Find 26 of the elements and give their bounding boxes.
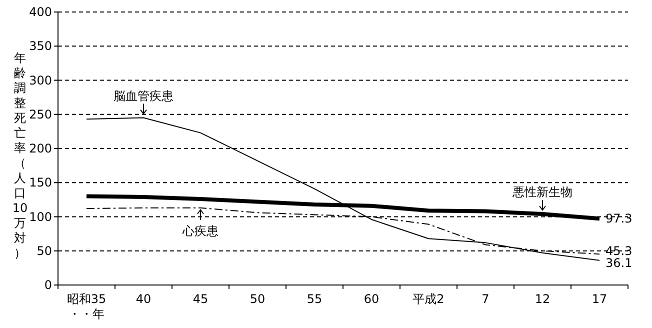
- y-tick-label: 50: [36, 244, 52, 258]
- x-tick-label: 7: [482, 292, 490, 306]
- x-tick-label: 40: [136, 292, 152, 306]
- data-label: 97.3: [606, 212, 632, 226]
- x-tick-label: 55: [306, 292, 322, 306]
- annotation: 脳血管疾患: [114, 88, 174, 103]
- y-tick-label: 300: [29, 73, 52, 88]
- x-tick-label: 平成2: [412, 292, 444, 306]
- y-tick-label: 150: [29, 176, 52, 190]
- y-tick-label: 350: [29, 39, 52, 54]
- x-tick-label: 昭和35 ・・年: [66, 292, 106, 321]
- y-tick-label: 400: [29, 5, 52, 19]
- x-tick-label: 45: [192, 292, 208, 306]
- annotation: 悪性新生物: [512, 185, 572, 200]
- data-label: 36.1: [606, 256, 632, 270]
- y-tick-label: 100: [29, 210, 52, 224]
- x-tick-label: 60: [364, 292, 380, 306]
- x-tick-label: 12: [534, 292, 550, 306]
- y-tick-label: 250: [29, 107, 52, 122]
- y-tick-label: 0: [44, 278, 52, 292]
- text: 年齢調整死亡率（人口10万対）: [12, 51, 28, 260]
- x-tick-label: 17: [592, 292, 608, 306]
- data-label: 45.3: [606, 244, 632, 258]
- annotation: 心疾患: [182, 224, 218, 238]
- y-tick-label: 200: [29, 142, 52, 156]
- x-tick-label: 50: [250, 292, 266, 306]
